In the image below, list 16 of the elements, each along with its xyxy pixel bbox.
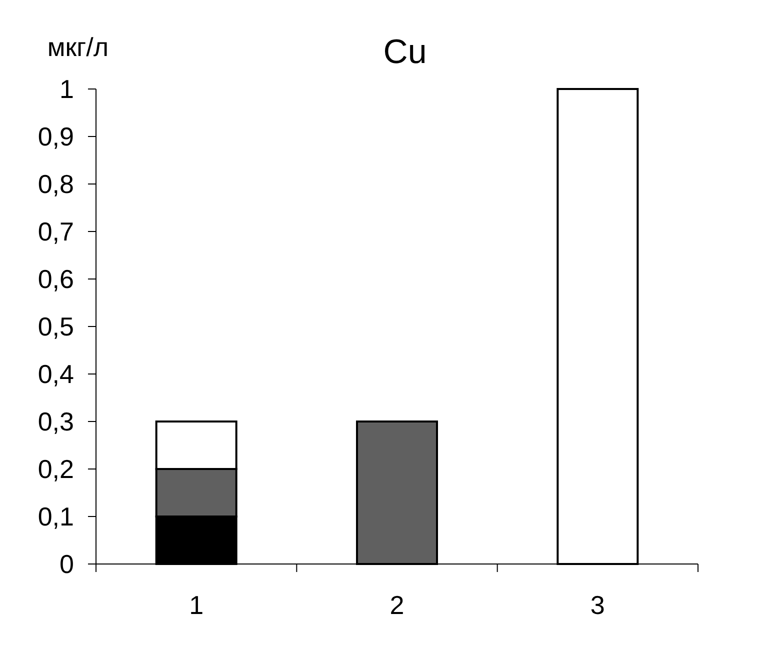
- y-tick-label: 0,5: [38, 312, 74, 342]
- y-tick-label: 0,9: [38, 122, 74, 152]
- x-tick-label: 2: [390, 590, 404, 620]
- y-tick-label: 0,7: [38, 216, 74, 247]
- y-tick-label: 1: [60, 74, 74, 104]
- y-axis-title: мкг/л: [47, 32, 109, 62]
- y-tick-label: 0,2: [38, 454, 74, 484]
- x-tick-label: 1: [189, 590, 204, 620]
- y-tick-label: 0,8: [38, 169, 74, 200]
- x-tick-label: 3: [590, 590, 605, 620]
- y-tick-label: 0,3: [38, 406, 74, 437]
- chart-title: Cu: [383, 33, 427, 71]
- y-tick-label: 0: [60, 549, 74, 580]
- y-tick-label: 0,4: [38, 359, 74, 390]
- y-tick-label: 0,6: [38, 264, 74, 294]
- y-tick-label: 0,1: [38, 502, 74, 532]
